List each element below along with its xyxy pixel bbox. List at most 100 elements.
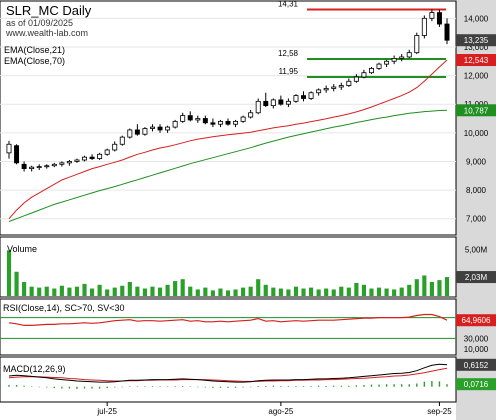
macd-histogram-bar — [219, 386, 222, 388]
macd-histogram-bar — [234, 386, 237, 388]
candle-body — [406, 52, 412, 58]
macd-histogram-bar — [114, 386, 116, 388]
macd-histogram-bar — [363, 384, 365, 387]
candle-body — [104, 149, 110, 155]
price-pane — [0, 0, 457, 236]
y-axis-strip — [456, 0, 496, 420]
macd-histogram-bar — [265, 386, 267, 387]
y-axis-labels: 14,00013,00012,00011,00010,0009,0008,000… — [456, 14, 496, 391]
volume-bar — [278, 288, 283, 296]
macd-histogram-bar — [431, 381, 433, 387]
site-link[interactable]: www.wealth-lab.com — [5, 28, 88, 38]
macd-histogram-bar — [310, 386, 312, 387]
candle-body — [187, 115, 193, 121]
candle-body — [255, 100, 261, 114]
rsi-last-box — [456, 314, 496, 327]
macd-histogram-bar — [302, 386, 305, 387]
candle-body — [414, 35, 420, 54]
x-tick-label: sep-25 — [427, 407, 452, 416]
candle-body — [210, 122, 216, 125]
macd-histogram-bar — [393, 384, 395, 387]
macd-histogram-bar — [15, 384, 18, 387]
macd-histogram-bar — [144, 386, 146, 387]
volume-bar — [135, 286, 140, 296]
x-tick-label: jul-25 — [96, 407, 117, 416]
candle-body — [240, 116, 246, 122]
macd-histogram-bar — [8, 384, 10, 387]
rsi-tick-label: 30,000 — [464, 334, 489, 343]
volume-bar — [414, 279, 419, 296]
volume-bar — [263, 284, 268, 296]
candle-body — [119, 136, 125, 145]
candle-body — [217, 120, 223, 125]
price-tick-label: 12,000 — [464, 72, 489, 81]
rsi-pane — [0, 298, 457, 356]
price-level-label: 12,58 — [278, 49, 299, 58]
volume-bar — [14, 271, 19, 296]
candle-body — [308, 92, 314, 99]
candle-body — [112, 143, 118, 151]
macd-histogram-bar — [416, 383, 418, 387]
candle-body — [353, 76, 359, 82]
volume-bar — [271, 287, 276, 296]
macd-histogram-bar — [272, 385, 275, 387]
ema21-last-box — [456, 54, 496, 67]
volume-bar — [256, 279, 261, 296]
macd-histogram-bar — [121, 386, 123, 388]
volume-bar — [37, 287, 42, 296]
volume-bar — [44, 286, 49, 296]
volume-bar — [369, 288, 374, 296]
volume-bar — [105, 289, 110, 296]
volume-bar — [180, 279, 185, 296]
candle-body — [301, 95, 306, 99]
candle-body — [323, 88, 329, 91]
x-tick-label: ago-25 — [268, 407, 293, 416]
macd-histogram-bar — [91, 386, 93, 389]
candle-body — [6, 143, 12, 154]
macd-histogram-bar — [446, 384, 448, 387]
volume-bar — [384, 288, 389, 296]
macd-histogram-bar — [181, 386, 184, 387]
candle-body — [89, 156, 95, 159]
ema70-last-label: 10,787 — [464, 106, 489, 115]
candle-body — [51, 163, 57, 167]
candle-body — [376, 63, 382, 69]
candle-body — [436, 12, 442, 25]
volume-bar — [293, 286, 299, 296]
macd-histogram-bar — [98, 386, 101, 389]
macd-histogram-bar — [249, 386, 252, 388]
volume-bar — [407, 284, 412, 296]
macd-histogram-bar — [53, 386, 56, 389]
macd-histogram-bar — [212, 386, 214, 388]
last-close-box — [456, 34, 496, 47]
volume-bar — [22, 282, 27, 296]
candle-body — [293, 95, 299, 102]
candle-body — [14, 145, 20, 164]
macd-histogram-bar — [257, 386, 259, 387]
candle-body — [44, 165, 50, 168]
volume-bar — [346, 287, 351, 296]
ema21-last-label: 12,543 — [464, 56, 489, 65]
volume-bar — [127, 282, 132, 296]
volume-bar — [248, 286, 253, 296]
volume-bar — [308, 287, 314, 296]
volume-bar — [29, 286, 34, 296]
ema70-line — [8, 109, 448, 222]
legend-ema21: EMA(Close,21) — [4, 45, 65, 55]
price-levels: 14,31 12,58 11,95 — [278, 0, 446, 78]
chart-title: SLR_MC Daily — [6, 3, 92, 18]
macd-histogram-bar — [76, 386, 78, 389]
macd-histogram-bar — [151, 386, 154, 387]
macd-last-label: 0,6152 — [464, 361, 489, 370]
macd-histogram-bar — [46, 386, 48, 388]
volume-bar — [218, 288, 223, 296]
macd-histogram-bar — [30, 386, 33, 387]
candle-body — [195, 118, 201, 121]
volume-bar — [437, 280, 442, 296]
macd-histogram-bar — [287, 386, 290, 387]
rsi-tick-label: 10,000 — [464, 345, 489, 354]
candle-body — [331, 86, 337, 89]
candle-body — [316, 89, 322, 94]
candle-body — [157, 126, 163, 131]
candle-body — [150, 126, 155, 129]
